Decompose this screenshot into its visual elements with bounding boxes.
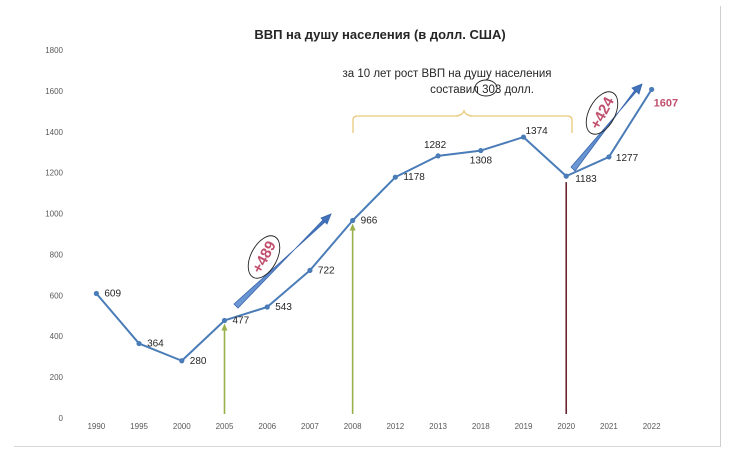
data-point: [435, 153, 441, 159]
data-point: [563, 173, 569, 179]
growth-label-2: +424: [587, 94, 618, 132]
data-point: [136, 340, 142, 347]
series-line: [95, 88, 653, 362]
bracket-note-line1: за 10 лет рост ВВП на душу населения: [342, 68, 551, 80]
data-label: 609: [104, 288, 121, 299]
y-tick-label: 1400: [45, 128, 63, 137]
chart-paper: [14, 6, 721, 447]
x-tick-label: 2007: [301, 422, 319, 431]
x-tick-label: 1995: [130, 422, 148, 431]
data-point: [179, 358, 185, 364]
x-tick-label: 2022: [643, 422, 661, 431]
data-points: [93, 86, 655, 364]
x-tick-label: 2005: [216, 422, 234, 431]
chart-title: ВВП на душу населения (в долл. США): [254, 27, 505, 42]
y-tick-label: 200: [50, 373, 64, 382]
x-tick-label: 2021: [600, 422, 618, 431]
y-tick-label: 0: [59, 414, 64, 423]
x-tick-label: 2012: [386, 422, 404, 431]
y-tick-label: 600: [50, 291, 64, 300]
x-tick-label: 1990: [87, 422, 105, 431]
data-point: [649, 86, 655, 93]
data-point: [392, 174, 398, 180]
bracket-note-line2: составил 303 долл.: [430, 84, 534, 96]
y-tick-label: 1200: [45, 169, 63, 178]
x-tick-label: 2008: [344, 422, 362, 431]
growth-label-1: +489: [249, 238, 280, 276]
data-point: [478, 147, 484, 154]
data-label: 1374: [526, 126, 549, 137]
x-tick-label: 2020: [557, 422, 575, 431]
bracket-note-value: 303: [482, 84, 501, 96]
data-label: 477: [233, 315, 250, 326]
data-point: [307, 267, 313, 273]
data-label: 543: [275, 302, 292, 313]
growth-circle-1: [247, 235, 281, 279]
x-tick-label: 2000: [173, 422, 191, 431]
y-tick-label: 1600: [45, 87, 63, 96]
y-axis-ticks: 0 200 400 600 800 1000 1200 1400 1600 1800: [45, 46, 63, 423]
x-tick-label: 2018: [472, 422, 490, 431]
data-point: [350, 217, 356, 224]
green-marker-2008-head: [349, 223, 356, 231]
y-tick-label: 1000: [45, 210, 63, 219]
data-point: [520, 134, 527, 140]
data-label: 1308: [470, 156, 493, 167]
data-labels: 609 364 280 477 543 722 966 1178 1282 1308 1374 118…: [104, 97, 678, 366]
decade-bracket: [352, 109, 573, 133]
vertical-markers: [221, 182, 568, 414]
green-marker-2005-head: [221, 323, 228, 331]
data-label: 1183: [575, 174, 597, 185]
x-tick-label: 2013: [429, 422, 447, 431]
growth-arrow-2: [570, 83, 643, 172]
data-point: [264, 304, 270, 310]
data-label: 1282: [424, 140, 447, 151]
bracket-note-pre: составил: [430, 84, 482, 96]
data-label: 722: [318, 265, 335, 276]
growth-arrow-1: [233, 213, 332, 309]
data-label: 966: [361, 216, 378, 227]
data-label: 1178: [403, 172, 425, 183]
data-label: 1277: [616, 153, 639, 164]
x-tick-label: 2019: [515, 422, 533, 431]
data-label: 1607: [654, 97, 678, 109]
y-tick-label: 800: [50, 250, 64, 259]
bracket-note-post: долл.: [501, 84, 534, 96]
y-tick-label: 400: [50, 332, 64, 341]
y-tick-label: 1800: [45, 46, 63, 55]
x-axis-ticks: 1990 1995 2000 2005 2006 2007 2008 2012 2013 2018…: [87, 422, 661, 431]
data-point: [93, 290, 99, 297]
data-label: 280: [190, 356, 207, 367]
data-label: 364: [147, 339, 164, 350]
growth-circle-2: [585, 91, 619, 135]
note-value-circle: [474, 79, 498, 97]
x-tick-label: 2006: [258, 422, 276, 431]
data-point: [221, 317, 228, 324]
data-point: [606, 154, 612, 160]
